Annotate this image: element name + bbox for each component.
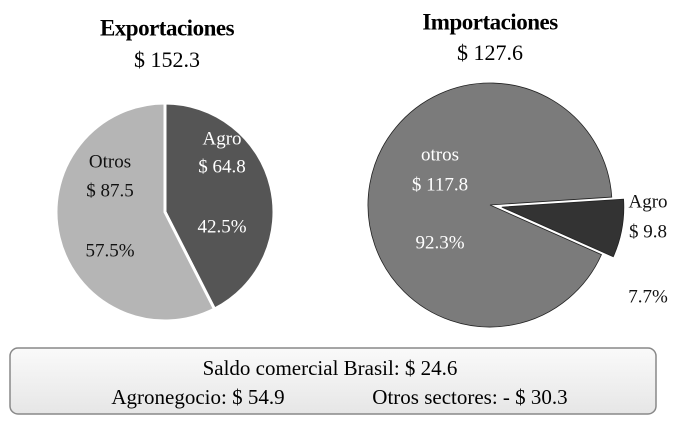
slice-name: Agro (202, 128, 241, 149)
slice-amount: $ 9.8 (629, 221, 667, 242)
summary-otros: Otros sectores: - $ 30.3 (372, 385, 567, 409)
chart-title: Importaciones (422, 9, 558, 34)
chart-subtitle: $ 152.3 (134, 47, 200, 72)
summary-box (9, 347, 657, 415)
slice-name: otros (421, 144, 459, 165)
slice-percent: 92.3% (415, 232, 464, 253)
slice-amount: $ 117.8 (412, 174, 468, 195)
slice-amount: $ 87.5 (86, 180, 134, 201)
chart-subtitle: $ 127.6 (457, 40, 523, 65)
slice-percent: 57.5% (85, 240, 134, 261)
slice-name: Agro (628, 191, 667, 212)
pie-slice (54, 101, 217, 323)
slice-percent: 7.7% (628, 286, 668, 307)
chart-title: Exportaciones (100, 15, 235, 40)
summary-agro: Agronegocio: $ 54.9 (111, 385, 284, 409)
pie-slice (501, 198, 625, 258)
summary-title: Saldo comercial Brasil: $ 24.6 (203, 356, 458, 380)
slice-name: Otros (89, 151, 131, 172)
slice-percent: 42.5% (197, 216, 246, 237)
pie-slice (367, 82, 613, 328)
slice-amount: $ 64.8 (198, 156, 246, 177)
pie-slice (163, 101, 276, 312)
